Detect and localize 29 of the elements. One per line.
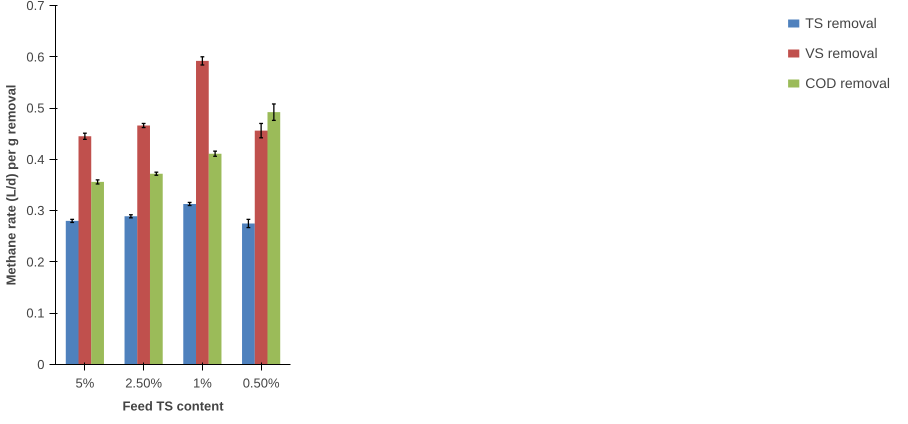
bar — [254, 130, 268, 364]
bar — [267, 112, 280, 364]
bar — [242, 223, 255, 364]
y-tick-label: 0.2 — [26, 254, 45, 270]
bar — [91, 182, 104, 364]
bar — [183, 204, 196, 364]
y-tick-label: 0.7 — [26, 0, 45, 13]
legend-label: TS removal — [805, 15, 877, 31]
y-axis-title: Methane rate (L/d) per g removal — [3, 84, 18, 286]
y-tick-label: 0 — [37, 357, 45, 372]
y-tick-label: 0.6 — [26, 49, 45, 64]
x-tick-label: 0.50% — [242, 376, 280, 390]
bar — [78, 136, 92, 364]
y-tick-label: 0.4 — [26, 152, 45, 167]
y-tick-label: 0.1 — [26, 306, 45, 321]
bar — [66, 220, 79, 364]
y-tick-label: 0.3 — [26, 203, 45, 218]
legend-label: VS removal — [805, 45, 878, 61]
x-tick-label: 1% — [192, 376, 212, 390]
bar — [196, 60, 209, 364]
x-tick-label: 5% — [75, 376, 95, 390]
legend-label: COD removal — [805, 75, 890, 91]
bar — [208, 154, 222, 364]
x-tick-label: 2.50% — [125, 376, 162, 390]
bar — [150, 174, 163, 364]
y-tick-label: 0.5 — [26, 100, 45, 116]
bar — [137, 126, 150, 364]
x-axis-title: Feed TS content — [122, 398, 224, 414]
bar — [124, 216, 138, 364]
